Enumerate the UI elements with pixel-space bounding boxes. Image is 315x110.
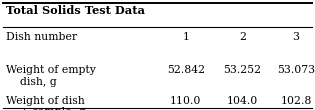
Text: Weight of dish
    + sample, g: Weight of dish + sample, g <box>6 96 86 110</box>
Text: 1: 1 <box>182 32 189 42</box>
Text: Dish number: Dish number <box>6 32 77 42</box>
Text: 53.073: 53.073 <box>277 65 315 75</box>
Text: Total Solids Test Data: Total Solids Test Data <box>6 6 145 16</box>
Text: 3: 3 <box>293 32 300 42</box>
Text: 2: 2 <box>239 32 246 42</box>
Text: 104.0: 104.0 <box>227 96 258 106</box>
Text: 53.252: 53.252 <box>223 65 262 75</box>
Text: Weight of empty
    dish, g: Weight of empty dish, g <box>6 65 96 86</box>
Text: 110.0: 110.0 <box>170 96 202 106</box>
Text: 52.842: 52.842 <box>167 65 205 75</box>
Text: 102.8: 102.8 <box>280 96 312 106</box>
